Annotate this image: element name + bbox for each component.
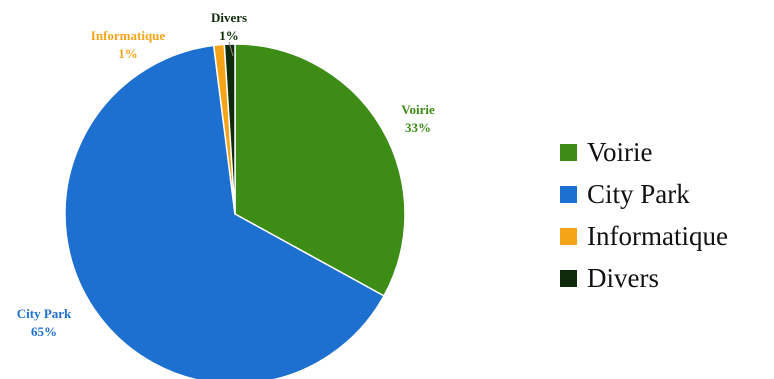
pie-slices (64, 43, 406, 379)
slice-label-city-park: City Park 65% (17, 306, 72, 339)
slice-label-informatique: Informatique 1% (91, 28, 166, 61)
legend-label-voirie: Voirie (587, 137, 653, 167)
slice-label-city-park-name: City Park (17, 306, 72, 321)
legend-item-divers: Divers (560, 263, 659, 293)
slice-label-informatique-name: Informatique (91, 28, 166, 43)
legend-swatch-informatique (560, 228, 577, 245)
legend-label-divers: Divers (587, 263, 659, 293)
pie-slice-city-park (64, 44, 385, 379)
legend-item-informatique: Informatique (560, 221, 728, 251)
slice-label-voirie: Voirie 33% (401, 102, 435, 135)
slice-label-informatique-value: 1% (118, 46, 138, 61)
slice-label-divers-value: 1% (219, 28, 239, 43)
pie-slice-voirie (234, 43, 406, 297)
divers-leader-line (228, 41, 234, 57)
legend-swatch-voirie (560, 144, 577, 161)
legend-swatch-city-park (560, 186, 577, 203)
slice-label-divers-name: Divers (211, 10, 247, 25)
legend-label-city-park: City Park (587, 179, 690, 209)
slice-label-city-park-value: 65% (31, 324, 57, 339)
legend-item-voirie: Voirie (560, 137, 653, 167)
legend-item-city-park: City Park (560, 179, 690, 209)
legend: Voirie City Park Informatique Divers (560, 137, 728, 293)
legend-label-informatique: Informatique (587, 221, 728, 251)
slice-label-voirie-value: 33% (405, 120, 431, 135)
slice-label-voirie-name: Voirie (401, 102, 435, 117)
slice-label-divers: Divers 1% (211, 10, 247, 43)
legend-swatch-divers (560, 270, 577, 287)
